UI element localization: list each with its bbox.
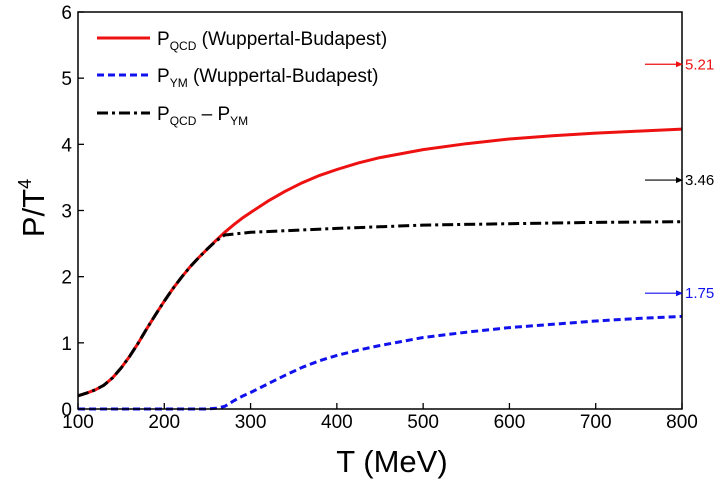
- plot-lines: [77, 127, 683, 411]
- y-axis-title-main: P/T: [16, 189, 51, 237]
- x-tick-label: 400: [321, 412, 353, 433]
- limit-marker: 1.75: [645, 285, 714, 302]
- series-line-diff: [77, 220, 683, 398]
- limit-marker-arrowhead: [676, 290, 683, 297]
- x-tick-label: 100: [62, 412, 94, 433]
- x-tick-label: 200: [148, 412, 180, 433]
- x-tick-label: 600: [494, 412, 526, 433]
- y-tick-label: 5: [61, 69, 72, 90]
- y-tick-label: 3: [61, 202, 72, 223]
- legend: PQCD (Wuppertal-Budapest) PYM (Wuppertal…: [97, 29, 387, 128]
- limit-marker-arrowhead: [676, 177, 683, 184]
- x-tick-label: 300: [235, 412, 267, 433]
- limit-marker: 5.21: [645, 56, 714, 73]
- x-tick-label: 500: [407, 412, 439, 433]
- limit-marker: 3.46: [645, 172, 714, 189]
- x-tick-label: 700: [580, 412, 612, 433]
- legend-label-ym: PYM (Wuppertal-Budapest): [157, 66, 379, 90]
- series-line-ym: [78, 314, 683, 411]
- y-tick-label: 1: [61, 334, 72, 355]
- y-axis-title-sup: 4: [15, 179, 35, 189]
- limit-marker-label: 5.21: [685, 56, 714, 73]
- limit-markers: 5.21 3.46 1.75: [645, 56, 714, 302]
- legend-entry-qcd: PQCD (Wuppertal-Budapest): [97, 29, 387, 53]
- limit-marker-label: 1.75: [685, 285, 714, 302]
- legend-entry-diff: PQCD – PYM: [97, 104, 248, 128]
- x-tick-label: 800: [666, 412, 698, 433]
- legend-label-diff: PQCD – PYM: [157, 104, 248, 128]
- y-tick-label: 0: [61, 400, 72, 421]
- y-axis-title: P/T4: [15, 179, 51, 237]
- limit-marker-label: 3.46: [685, 172, 714, 189]
- y-tick-label: 4: [61, 135, 72, 156]
- x-axis-title: T (MeV): [336, 444, 447, 479]
- y-tick-label: 2: [61, 268, 72, 289]
- legend-entry-ym: PYM (Wuppertal-Budapest): [97, 66, 379, 90]
- series-line-qcd: [77, 127, 683, 398]
- axis-ticks: 100 200 300 400 500 600 700 800 0 1 2 3 4 5 6: [61, 3, 697, 433]
- legend-label-qcd: PQCD (Wuppertal-Budapest): [157, 29, 387, 53]
- limit-marker-arrowhead: [676, 61, 683, 68]
- y-tick-label: 6: [61, 3, 72, 24]
